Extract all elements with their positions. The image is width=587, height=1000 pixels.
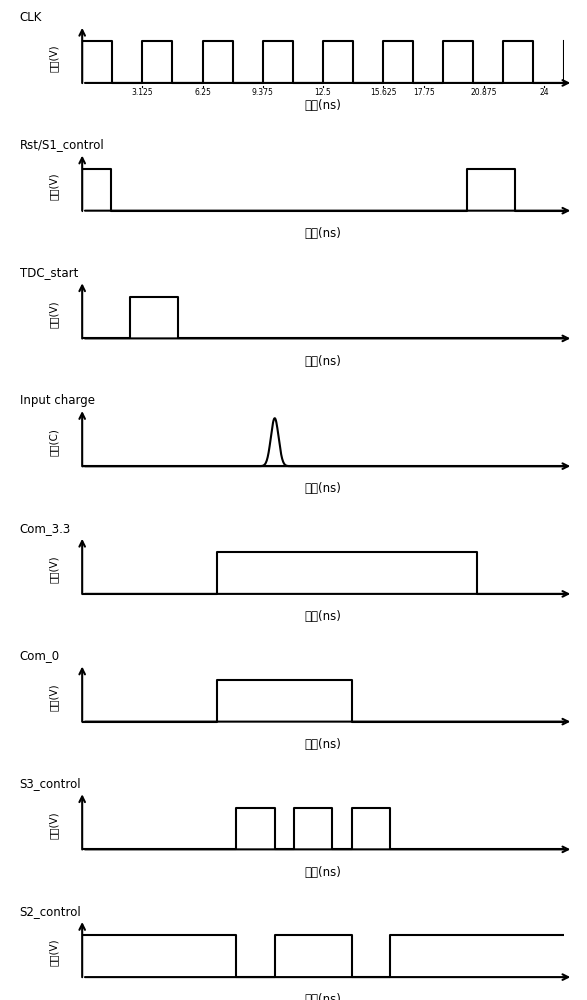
Text: 电压(V): 电压(V)	[48, 556, 58, 583]
Text: 时间(ns): 时间(ns)	[305, 227, 341, 240]
Text: 电荷(C): 电荷(C)	[48, 428, 58, 456]
Text: 3.125: 3.125	[131, 88, 153, 97]
Text: 时间(ns): 时间(ns)	[305, 482, 341, 495]
Text: 17.75: 17.75	[413, 88, 435, 97]
Text: CLK: CLK	[19, 11, 42, 24]
Text: 时间(ns): 时间(ns)	[305, 355, 341, 368]
Text: 电压(V): 电压(V)	[48, 811, 58, 839]
Text: 时间(ns): 时间(ns)	[305, 866, 341, 879]
Text: Com_3.3: Com_3.3	[19, 522, 71, 535]
Text: 时间(ns): 时间(ns)	[305, 993, 341, 1000]
Text: TDC_start: TDC_start	[19, 266, 78, 279]
Text: Rst/S1_control: Rst/S1_control	[19, 139, 104, 152]
Text: 时间(ns): 时间(ns)	[305, 738, 341, 751]
Text: 电压(V): 电压(V)	[48, 172, 58, 200]
Text: Com_0: Com_0	[19, 649, 60, 662]
Text: 时间(ns): 时间(ns)	[305, 99, 341, 112]
Text: 时间(ns): 时间(ns)	[305, 610, 341, 623]
Text: 电压(V): 电压(V)	[48, 300, 58, 328]
Text: 6.25: 6.25	[194, 88, 211, 97]
Text: 15.625: 15.625	[370, 88, 396, 97]
Text: 12.5: 12.5	[315, 88, 331, 97]
Text: 20.875: 20.875	[471, 88, 497, 97]
Text: 电压(V): 电压(V)	[48, 45, 58, 72]
Text: S2_control: S2_control	[19, 905, 82, 918]
Text: 9.375: 9.375	[252, 88, 274, 97]
Text: Input charge: Input charge	[19, 394, 95, 407]
Text: S3_control: S3_control	[19, 777, 81, 790]
Text: 电压(V): 电压(V)	[48, 683, 58, 711]
Text: 电压(V): 电压(V)	[48, 939, 58, 966]
Text: 24: 24	[539, 88, 549, 97]
